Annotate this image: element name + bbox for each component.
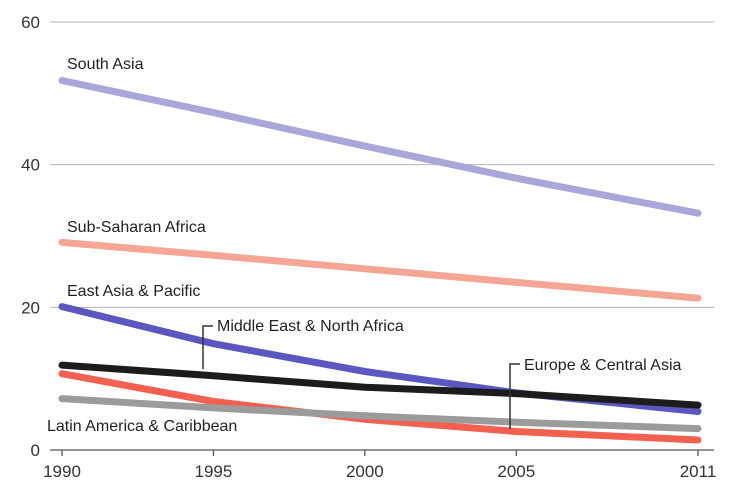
series-line-south-asia: [58, 77, 702, 217]
x-axis-ticks: 1990 1995 2000 2005 2011: [43, 450, 716, 481]
leader-line-middle-east: [202, 325, 213, 369]
series-line-sub-saharan-africa: [58, 238, 702, 302]
x-tick-label: 2000: [346, 462, 384, 481]
series-line-latin-america-caribbean: [58, 395, 702, 433]
x-tick-label: 2011: [680, 462, 717, 481]
y-tick-label: 40: [21, 156, 40, 175]
x-tick-label: 2005: [497, 462, 535, 481]
series-line-middle-east-north-africa: [58, 361, 702, 409]
series-labels: South Asia Sub-Saharan Africa East Asia …: [47, 56, 682, 435]
leader-line-europe-central-asia: [509, 363, 520, 429]
y-tick-label: 0: [31, 441, 40, 460]
label-sub-saharan-africa: Sub-Saharan Africa: [67, 219, 206, 236]
label-middle-east-north-africa: Middle East & North Africa: [217, 318, 404, 335]
label-latin-america-caribbean: Latin America & Caribbean: [47, 418, 237, 435]
label-europe-central-asia: Europe & Central Asia: [524, 357, 682, 374]
x-tick-label: 1995: [195, 462, 233, 481]
label-south-asia: South Asia: [67, 56, 144, 73]
y-axis-ticks: 0 20 40 60: [21, 13, 40, 460]
gridlines: [50, 21, 714, 451]
series-lines: [58, 77, 702, 444]
y-tick-label: 60: [21, 13, 40, 32]
y-tick-label: 20: [21, 298, 40, 317]
label-east-asia-pacific: East Asia & Pacific: [67, 283, 200, 300]
x-tick-label: 1990: [43, 462, 81, 481]
